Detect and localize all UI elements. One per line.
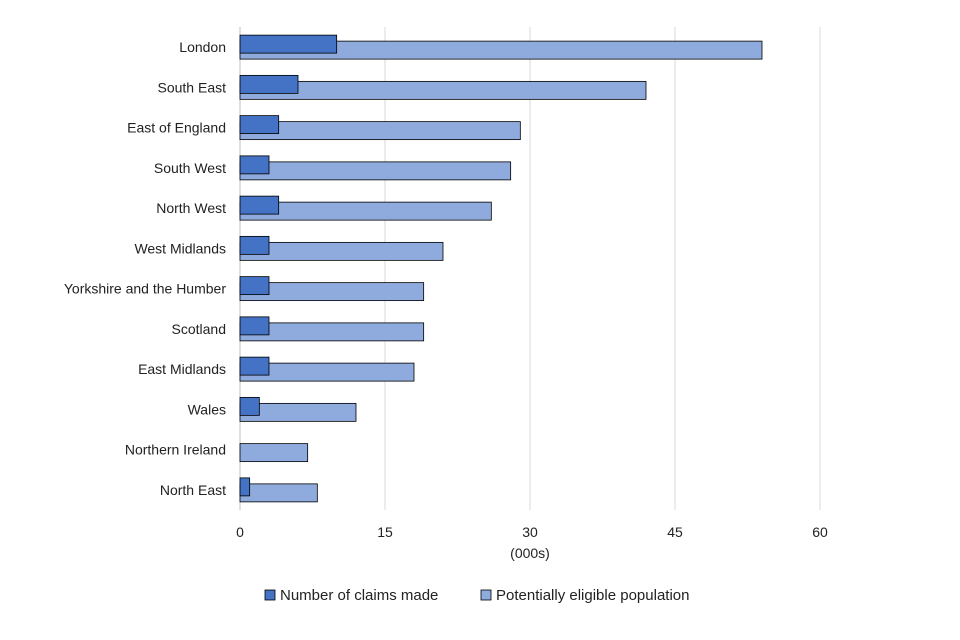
category-label: Scotland [172,321,226,337]
category-label: North West [156,200,226,216]
category-label: London [179,39,226,55]
category-label: Yorkshire and the Humber [64,281,226,297]
x-tick-label: 15 [377,524,393,540]
category-label: South East [158,79,227,95]
bar-eligible-population [239,121,521,141]
bar-claims-made [239,155,270,175]
bar-claims-made [239,356,270,376]
bar-claims-made [239,115,280,135]
bar-claims-made [239,34,338,54]
legend-swatch [480,589,492,601]
bar-claims-made [239,235,270,255]
legend-swatch [264,589,276,601]
gridlines [239,27,821,510]
category-label: West Midlands [134,240,226,256]
category-label: East Midlands [138,361,226,377]
x-tick-label: 45 [667,524,683,540]
category-label: East of England [127,120,226,136]
bar-claims-made [239,396,260,416]
bar-claims-made [239,477,251,497]
category-label: North East [160,482,226,498]
bar-claims-made [239,74,299,94]
legend: Number of claims made Potentially eligibl… [264,587,689,604]
bar-claims-made [239,195,280,215]
x-tick-labels: 0 15 30 45 60 [236,524,828,540]
x-axis-title: (000s) [510,545,550,561]
legend-label: Potentially eligible population [496,587,689,604]
bar-claims-made [239,316,270,336]
x-tick-label: 30 [522,524,538,540]
bar-eligible-population [239,483,318,503]
x-tick-label: 60 [812,524,828,540]
bar-eligible-population [239,80,647,100]
category-label: Northern Ireland [125,442,226,458]
bars [239,34,763,503]
category-label: Wales [188,401,226,417]
category-label: South West [154,160,226,176]
category-labels: London South East East of England South Wes… [64,39,226,498]
bar-eligible-population [239,241,444,261]
bar-eligible-population [239,161,512,181]
legend-label: Number of claims made [280,587,438,604]
bar-claims-made [239,276,270,296]
x-tick-label: 0 [236,524,244,540]
bar-eligible-population [239,443,309,463]
